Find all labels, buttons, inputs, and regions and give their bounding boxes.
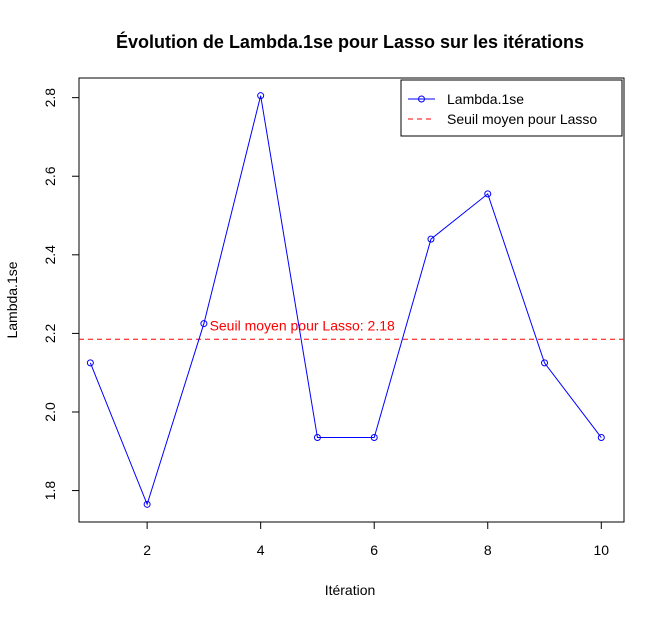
- y-tick-label: 2.2: [42, 323, 58, 343]
- legend-series-marker: [418, 95, 425, 103]
- x-tick-label: 2: [143, 542, 151, 558]
- legend-box: [400, 79, 623, 137]
- x-tick-label: 6: [370, 542, 378, 558]
- y-tick-label: 2.4: [42, 245, 58, 265]
- data-point: [313, 434, 321, 442]
- series-line: [89, 95, 602, 506]
- legend-series-label: Lambda.1se: [447, 91, 524, 107]
- y-tick-label: 2.0: [42, 402, 58, 422]
- threshold-layer: Seuil moyen pour Lasso: 2.18: [79, 317, 624, 340]
- x-axis-label: Itération: [325, 582, 376, 598]
- x-tick-label: 10: [594, 542, 610, 558]
- data-point: [427, 235, 435, 243]
- legend-threshold-label: Seuil moyen pour Lasso: [447, 111, 597, 127]
- y-axis-label: Lambda.1se: [4, 261, 20, 338]
- series-layer: [86, 92, 605, 508]
- data-point: [597, 434, 605, 442]
- data-point: [257, 92, 265, 100]
- legend: Lambda.1se Seuil moyen pour Lasso: [400, 79, 623, 137]
- data-point: [484, 190, 492, 198]
- y-tick-label: 2.6: [42, 166, 58, 186]
- x-tick-label: 4: [257, 542, 265, 558]
- x-tick-label: 8: [484, 542, 492, 558]
- x-axis: 2 4 6 8 10: [143, 522, 609, 558]
- threshold-annotation: Seuil moyen pour Lasso: 2.18: [210, 317, 395, 333]
- y-tick-label: 2.8: [42, 88, 58, 108]
- y-axis: 1.8 2.0 2.2 2.4 2.6 2.8: [42, 88, 79, 501]
- plot-frame: [78, 77, 625, 523]
- data-point: [143, 500, 151, 508]
- y-tick-label: 1.8: [42, 481, 58, 501]
- chart-title: Évolution de Lambda.1se pour Lasso sur l…: [116, 31, 584, 52]
- data-point: [200, 320, 208, 328]
- data-point: [541, 359, 549, 367]
- data-point: [86, 359, 94, 367]
- data-point: [370, 434, 378, 442]
